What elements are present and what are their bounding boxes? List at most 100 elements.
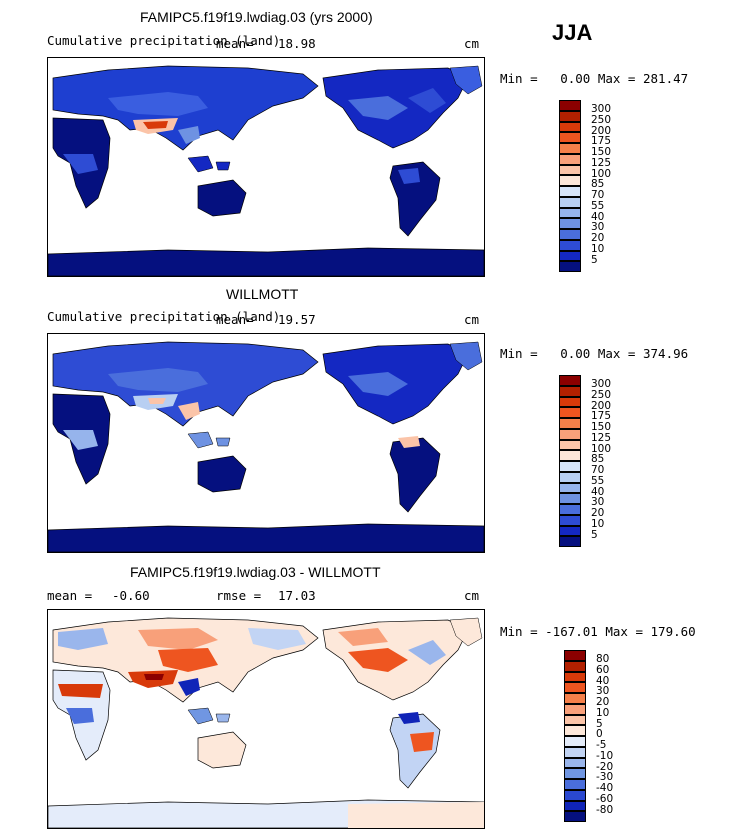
panel1-colorbar-box <box>559 153 581 165</box>
panel2-colorbar-box <box>559 407 581 418</box>
panel1-colorbar-label: 100 <box>591 167 612 180</box>
panel3-colorbar-box <box>564 789 586 801</box>
panel1-colorbar-label: 175 <box>591 135 612 148</box>
panel2-colorbar-label: 200 <box>591 399 612 412</box>
panel3-colorbar-box <box>564 800 586 812</box>
panel1-map-svg <box>48 65 484 276</box>
panel3-colorbar: 80 60 40 30 20 10 5 0 -5 -10 -20 -30 -40… <box>564 650 644 822</box>
panel1-colorbar-label: 200 <box>591 124 612 137</box>
panel2-map <box>47 333 485 553</box>
panel2-colorbar-box <box>559 439 581 451</box>
panel2-colorbar-label: 40 <box>591 485 605 498</box>
panel3-rmse-value: 17.03 <box>278 588 316 603</box>
panel2-colorbar-label: 175 <box>591 410 612 423</box>
panel1-map <box>47 57 485 277</box>
panel2-colorbar-box <box>559 428 581 440</box>
panel1-colorbar-label: 10 <box>591 242 605 255</box>
season-label: JJA <box>552 20 593 45</box>
panel1-colorbar: 300 250 200 175 150 125 100 85 70 55 40 … <box>559 100 639 272</box>
panel1-colorbar-label: 150 <box>591 146 612 158</box>
panel2-colorbar-label: 10 <box>591 517 605 530</box>
panel2-colorbar-box <box>559 418 581 429</box>
panel1-subtitle: Cumulative precipitation (land) <box>47 33 281 48</box>
panel3-colorbar-box <box>564 682 586 693</box>
panel2-map-svg <box>48 341 484 552</box>
panel3-colorbar-label: 10 <box>596 706 610 719</box>
panel1-colorbar-box <box>559 229 581 240</box>
panel3-mean-label: mean = <box>47 588 93 603</box>
panel1-colorbar-label: 40 <box>591 210 605 223</box>
panel2-colorbar-label: 5 <box>591 528 598 541</box>
panel1-colorbar-box <box>559 164 581 176</box>
panel2-colorbar-box <box>559 375 581 386</box>
panel1-colorbar-box <box>559 143 581 154</box>
panel3-colorbar-label: -80 <box>596 803 614 816</box>
panel1-land <box>48 65 484 276</box>
panel2-colorbar-box <box>559 514 581 526</box>
panel3-colorbar-box <box>564 703 586 715</box>
panel2-colorbar-label: 20 <box>591 507 605 519</box>
panel2-colorbar-box <box>559 385 581 397</box>
panel2-colorbar-box <box>559 461 581 472</box>
panel1-colorbar-box <box>559 100 581 111</box>
panel3-colorbar-label: 0 <box>596 728 603 741</box>
panel3-colorbar-box <box>564 779 586 790</box>
panel3-colorbar-label: 80 <box>596 653 610 665</box>
panel1-colorbar-box <box>559 250 581 262</box>
panel3-colorbar-box <box>564 811 586 822</box>
panel1-title: FAMIPC5.f19f19.lwdiag.03 (yrs 2000) <box>140 9 373 25</box>
panel3-colorbar-box <box>564 714 586 726</box>
panel3-colorbar-box <box>564 671 586 683</box>
panel2-colorbar-label: 30 <box>591 496 605 509</box>
panel3-colorbar-label: 40 <box>596 674 610 687</box>
panel2-colorbar-label: 250 <box>591 388 612 401</box>
panel3-land <box>48 617 484 828</box>
panel1-colorbar-label: 20 <box>591 232 605 244</box>
panel2-colorbar-label: 55 <box>591 474 605 487</box>
panel1-colorbar-box <box>559 132 581 143</box>
panel3-colorbar-box <box>564 768 586 779</box>
panel2-colorbar-label: 125 <box>591 431 612 444</box>
panel1-colorbar-label: 85 <box>591 178 605 191</box>
panel2-colorbar-box <box>559 471 581 483</box>
panel3-colorbar-label: -40 <box>596 782 614 794</box>
panel2-minmax: Min = 0.00 Max = 374.96 <box>500 346 689 361</box>
panel3-title: FAMIPC5.f19f19.lwdiag.03 - WILLMOTT <box>130 564 381 580</box>
panel3-rmse-label: rmse = <box>216 588 262 603</box>
panel1-colorbar-box <box>559 110 581 122</box>
panel3-colorbar-label: 5 <box>596 717 603 730</box>
panel2-colorbar-label: 70 <box>591 464 605 476</box>
panel1-colorbar-box <box>559 121 581 133</box>
panel3-colorbar-label: -10 <box>596 749 614 762</box>
panel3-colorbar-box <box>564 660 586 672</box>
panel1-colorbar-label: 250 <box>591 113 612 126</box>
panel1-colorbar-box <box>559 175 581 186</box>
panel1-colorbar-box <box>559 218 581 229</box>
panel2-colorbar-box <box>559 504 581 515</box>
panel2-colorbar-box <box>559 493 581 504</box>
panel2-title: WILLMOTT <box>226 286 299 302</box>
panel3-colorbar-label: 60 <box>596 663 610 676</box>
panel3-colorbar-box <box>564 693 586 704</box>
panel3-colorbar-label: -60 <box>596 792 614 805</box>
panel2-land <box>48 341 484 552</box>
panel1-colorbar-label: 70 <box>591 189 605 201</box>
panel1-colorbar-box <box>559 186 581 197</box>
panel3-colorbar-label: 30 <box>596 685 610 698</box>
panel2-colorbar: 300 250 200 175 150 125 100 85 70 55 40 … <box>559 375 639 547</box>
panel3-map-svg <box>48 617 484 828</box>
panel3-colorbar-box <box>564 736 586 747</box>
panel1-mean-value: 18.98 <box>278 36 316 51</box>
panel1-colorbar-box <box>559 261 581 272</box>
panel3-colorbar-box <box>564 757 586 769</box>
panel1-colorbar-label: 30 <box>591 221 605 234</box>
panel1-colorbar-box <box>559 239 581 251</box>
panel1-minmax: Min = 0.00 Max = 281.47 <box>500 71 689 86</box>
panel1-units: cm <box>464 36 480 51</box>
panel3-mean-value: -0.60 <box>112 588 150 603</box>
panel1-colorbar-label: 55 <box>591 199 605 212</box>
panel3-colorbar-label: -30 <box>596 771 614 784</box>
panel2-colorbar-box <box>559 396 581 408</box>
panel2-colorbar-label: 300 <box>591 378 612 390</box>
panel2-colorbar-box <box>559 525 581 537</box>
